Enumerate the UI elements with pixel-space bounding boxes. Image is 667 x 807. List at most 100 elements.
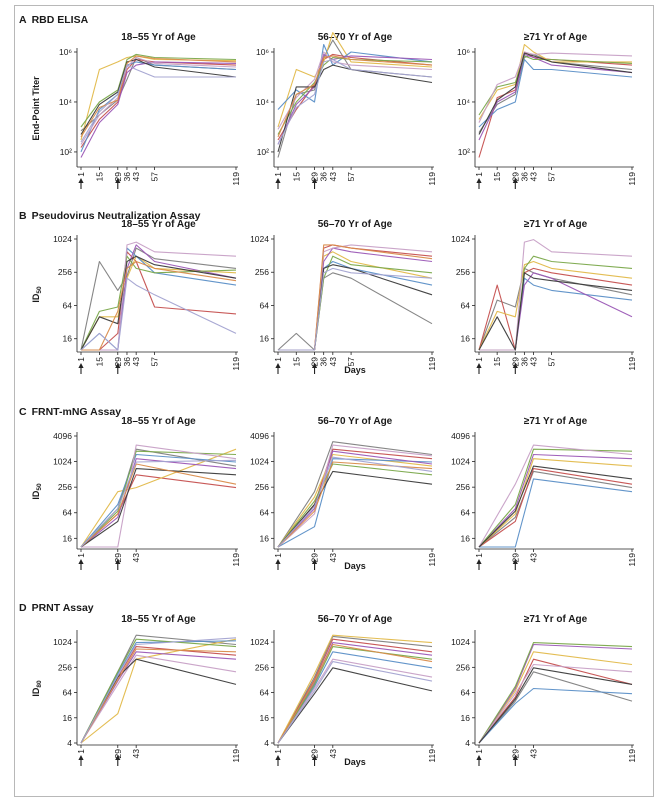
series-line-p10 xyxy=(80,637,237,744)
y-tick-label: 10⁶ xyxy=(256,47,269,57)
series-line-p10 xyxy=(278,267,433,351)
x-tick-label: 119 xyxy=(231,749,241,763)
subplot-c-1: 18–55 Yr of Age 16 64 256 1024 4096 1 29 43 119 xyxy=(53,416,241,570)
x-tick-label: 43 xyxy=(131,553,141,563)
series-line-p10 xyxy=(277,58,433,145)
series-line-p4 xyxy=(277,43,433,110)
series-line-p8 xyxy=(80,255,237,351)
series-line-p1 xyxy=(277,441,433,548)
x-tick-label: 1 xyxy=(76,749,86,754)
x-tick-label: 36 xyxy=(319,357,329,367)
series-line-p1 xyxy=(478,470,633,548)
series-line-p4 xyxy=(278,260,433,351)
subplot-title: ≥71 Yr of Age xyxy=(524,614,588,625)
subplot-a-2: 56–70 Yr of Age 10² 10⁴ 10⁶ 1 15 29 36 43 57 119 xyxy=(256,32,437,189)
subplot-a-3: ≥71 Yr of Age 10² 10⁴ 10⁶ 1 15 29 36 43 57 119 xyxy=(457,32,637,189)
series-line-p7 xyxy=(80,654,237,744)
y-axis-title-sub: 50 xyxy=(36,286,43,294)
series-line-p6 xyxy=(80,638,237,744)
x-tick-label: 57 xyxy=(346,172,356,182)
y-tick-label: 64 xyxy=(63,300,73,310)
x-tick-label: 15 xyxy=(94,172,104,182)
arrow-up-icon xyxy=(512,363,518,368)
x-tick-label: 15 xyxy=(492,172,502,182)
y-tick-label: 4096 xyxy=(53,431,72,441)
x-tick-label: 119 xyxy=(231,553,241,567)
arrow-up-icon xyxy=(311,178,318,183)
y-tick-label: 4 xyxy=(465,738,470,748)
series-line-p10 xyxy=(80,64,236,143)
series-line-p6 xyxy=(80,53,237,128)
panel-title: PRNT Assay xyxy=(32,602,94,614)
series-line-p4 xyxy=(479,277,633,351)
panel-label: C FRNT-mNG Assay xyxy=(19,406,121,418)
series-line-p4 xyxy=(478,687,633,744)
y-axis-title: ID50 xyxy=(31,483,43,500)
x-tick-label: 1 xyxy=(474,553,484,558)
panel-label: A RBD ELISA xyxy=(19,14,89,26)
y-tick-label: 64 xyxy=(260,688,270,698)
y-axis-title-main: ID xyxy=(31,687,41,697)
series-line-p8 xyxy=(478,272,633,351)
arrow-up-icon xyxy=(275,178,281,183)
y-tick-label: 10⁴ xyxy=(457,97,470,107)
series-line-p3 xyxy=(80,255,237,351)
series-line-p6 xyxy=(278,255,433,351)
series-line-p1 xyxy=(80,448,237,548)
series-line-p9 xyxy=(81,260,237,351)
arrow-up-icon xyxy=(512,559,518,564)
series-line-p1 xyxy=(478,53,633,133)
x-tick-label: 1 xyxy=(273,553,283,558)
series-line-p7 xyxy=(278,244,433,351)
series-line-p2 xyxy=(478,468,633,548)
series-line-p8 xyxy=(277,64,433,153)
subplot-title: 18–55 Yr of Age xyxy=(121,416,196,427)
y-tick-label: 64 xyxy=(461,508,471,518)
series-line-p9 xyxy=(277,643,433,744)
y-tick-label: 256 xyxy=(255,662,269,672)
series-line-p6 xyxy=(478,55,633,116)
y-tick-label: 1024 xyxy=(250,637,269,647)
arrow-up-icon xyxy=(275,755,281,760)
series-line-p2 xyxy=(80,474,237,548)
y-tick-label: 256 xyxy=(58,662,72,672)
series-line-p10 xyxy=(80,277,237,351)
y-tick-label: 1024 xyxy=(53,457,72,467)
series-line-p2 xyxy=(80,646,237,744)
series-line-p7 xyxy=(277,51,433,130)
x-tick-label: 1 xyxy=(76,553,86,558)
series-line-p9 xyxy=(278,244,433,351)
series-line-p5 xyxy=(81,244,237,351)
x-tick-label: 43 xyxy=(328,553,338,563)
x-tick-label: 43 xyxy=(528,172,538,182)
series-line-p9 xyxy=(277,55,433,138)
x-tick-label: 29 xyxy=(113,357,123,367)
series-line-p6 xyxy=(80,450,237,548)
arrow-up-icon xyxy=(512,178,518,183)
subplot-title: ≥71 Yr of Age xyxy=(524,416,588,427)
subplot-title: 56–70 Yr of Age xyxy=(318,219,393,230)
arrow-up-icon xyxy=(78,755,84,760)
x-tick-label: 119 xyxy=(427,553,437,567)
subplot-b-1: 18–55 Yr of Age 16 64 256 1024 1 15 29 36 43 57 119 xyxy=(53,219,241,374)
x-tick-label: 15 xyxy=(291,172,301,182)
panel-letter: C xyxy=(19,406,27,418)
arrow-up-icon xyxy=(311,559,318,564)
series-line-p8 xyxy=(478,465,633,548)
x-tick-label: 29 xyxy=(510,357,520,367)
arrow-up-icon xyxy=(78,363,84,368)
x-tick-label: 15 xyxy=(492,357,502,367)
y-tick-label: 16 xyxy=(260,334,270,344)
arrow-up-icon xyxy=(115,755,121,760)
x-tick-label: 36 xyxy=(519,172,529,182)
series-line-p7 xyxy=(478,51,633,123)
x-tick-label: 36 xyxy=(122,357,132,367)
series-line-p3 xyxy=(478,458,633,548)
series-line-p8 xyxy=(277,667,433,744)
series-line-p3 xyxy=(80,448,237,548)
y-tick-label: 1024 xyxy=(451,457,470,467)
series-line-p5 xyxy=(80,458,237,548)
figure-frame xyxy=(14,5,654,797)
